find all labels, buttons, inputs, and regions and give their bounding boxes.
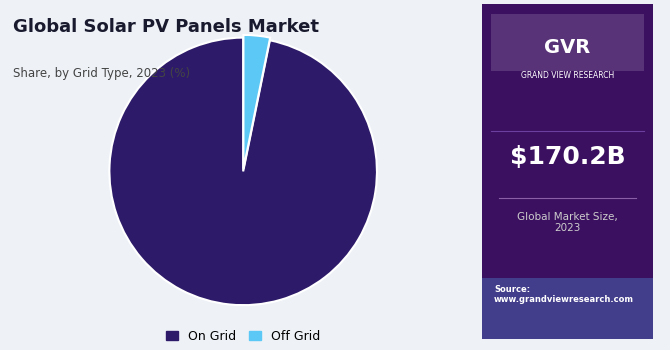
- Text: Share, by Grid Type, 2023 (%): Share, by Grid Type, 2023 (%): [13, 66, 190, 79]
- Text: GRAND VIEW RESEARCH: GRAND VIEW RESEARCH: [521, 71, 614, 80]
- Text: GVR: GVR: [545, 37, 591, 57]
- Bar: [482, 278, 653, 338]
- Wedge shape: [243, 35, 270, 169]
- Text: Global Solar PV Panels Market: Global Solar PV Panels Market: [13, 18, 320, 35]
- Text: Global Market Size,
2023: Global Market Size, 2023: [517, 211, 618, 233]
- Text: Source:
www.grandviewresearch.com: Source: www.grandviewresearch.com: [494, 285, 634, 304]
- Bar: [490, 14, 645, 71]
- Text: $170.2B: $170.2B: [510, 145, 625, 169]
- Legend: On Grid, Off Grid: On Grid, Off Grid: [159, 324, 327, 349]
- Wedge shape: [109, 37, 377, 305]
